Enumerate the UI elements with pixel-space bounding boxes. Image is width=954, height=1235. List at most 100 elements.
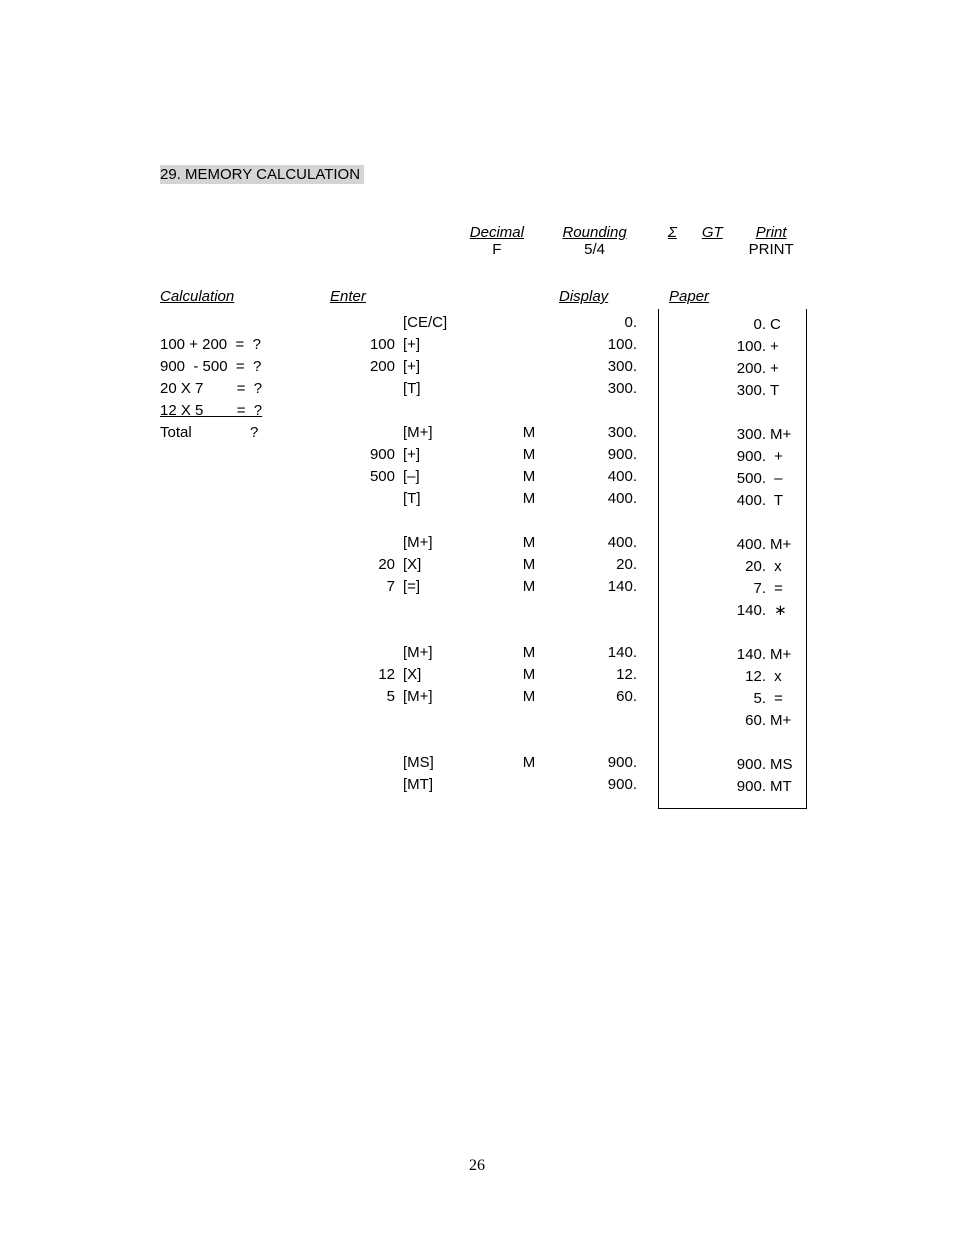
setting-decimal-label: Decimal [470, 224, 524, 241]
paper-line: 200.+ [659, 357, 806, 379]
display-cell: 60. [567, 688, 637, 705]
key-cell: [T] [403, 490, 491, 507]
paper-line: 400.M+ [659, 533, 806, 555]
paper-line: 140. ∗ [659, 599, 806, 621]
paper-line: 100.+ [659, 335, 806, 357]
paper-value: 900. [737, 448, 766, 465]
key-cell: [M+] [403, 644, 491, 661]
paper-symbol: + [766, 448, 800, 465]
paper-line: 0.C [659, 313, 806, 335]
display-cell: 300. [567, 380, 637, 397]
setting-decimal: Decimal F [458, 224, 536, 258]
enter-cell: 20 [305, 556, 403, 573]
paper-symbol: = [766, 580, 800, 597]
paper-symbol: M+ [766, 536, 800, 553]
setting-rounding-value: 5/4 [584, 241, 605, 258]
display-cell: 300. [567, 358, 637, 375]
setting-print-label: Print [756, 224, 787, 241]
paper-value: 900. [737, 756, 766, 773]
paper-value: 200. [737, 360, 766, 377]
paper-line: 900.MT [659, 775, 806, 797]
paper-value: 100. [737, 338, 766, 355]
header-calculation: Calculation [160, 288, 330, 305]
display-cell: 400. [567, 534, 637, 551]
setting-sigma-label: Σ [668, 224, 677, 241]
section-title: 29. MEMORY CALCULATION [160, 165, 364, 184]
paper-value: 20. [745, 558, 766, 575]
memory-indicator: M [491, 644, 567, 661]
display-cell: 900. [567, 446, 637, 463]
column-headers: Calculation Enter . Display Paper [160, 288, 799, 305]
paper-line: 900.MS [659, 753, 806, 775]
setting-gt: GT [695, 224, 729, 258]
display-cell: 300. [567, 424, 637, 441]
paper-line: 12. x [659, 665, 806, 687]
paper-value: 140. [737, 602, 766, 619]
display-cell: 12. [567, 666, 637, 683]
display-cell: 400. [567, 490, 637, 507]
paper-symbol: + [766, 338, 800, 355]
paper-value: 7. [753, 580, 766, 597]
paper-value: 900. [737, 778, 766, 795]
page: 29. MEMORY CALCULATION Decimal F Roundin… [0, 0, 954, 1235]
calc-cell: 100 + 200 = ? [160, 336, 305, 353]
paper-symbol: M+ [766, 426, 800, 443]
paper-value: 12. [745, 668, 766, 685]
setting-gt-label: GT [702, 224, 723, 241]
key-cell: [M+] [403, 424, 491, 441]
key-cell: [M+] [403, 534, 491, 551]
enter-cell: 200 [305, 358, 403, 375]
paper-value: 300. [737, 382, 766, 399]
key-cell: [MS] [403, 754, 491, 771]
paper-symbol: T [766, 382, 800, 399]
paper-symbol: T [766, 492, 800, 509]
memory-indicator: M [491, 424, 567, 441]
display-cell: 900. [567, 754, 637, 771]
page-number: 26 [0, 1157, 954, 1175]
paper-line: 300.T [659, 379, 806, 401]
paper-tape: 0.C100.+200.+300.T300.M+900. +500. –400.… [658, 309, 807, 809]
paper-line: 500. – [659, 467, 806, 489]
paper-symbol: + [766, 360, 800, 377]
setting-rounding-label: Rounding [562, 224, 626, 241]
key-cell: [+] [403, 358, 491, 375]
memory-indicator: M [491, 468, 567, 485]
header-paper: Paper [669, 288, 709, 305]
memory-indicator: M [491, 534, 567, 551]
key-cell: [+] [403, 336, 491, 353]
settings-row: Decimal F Rounding 5/4 Σ GT Print PRINT [160, 224, 799, 258]
key-cell: [T] [403, 380, 491, 397]
paper-symbol: = [766, 690, 800, 707]
display-cell: 0. [567, 314, 637, 331]
setting-decimal-value: F [492, 241, 501, 258]
enter-cell: 7 [305, 578, 403, 595]
header-display: Display [559, 288, 669, 305]
setting-print-value: PRINT [749, 241, 794, 258]
calc-cell: 900 - 500 = ? [160, 358, 305, 375]
display-cell: 20. [567, 556, 637, 573]
paper-value: 5. [753, 690, 766, 707]
paper-symbol: M+ [766, 712, 800, 729]
paper-symbol: C [766, 316, 800, 333]
display-cell: 900. [567, 776, 637, 793]
paper-line: 140.M+ [659, 643, 806, 665]
paper-symbol: M+ [766, 646, 800, 663]
memory-indicator: M [491, 446, 567, 463]
paper-line: 60.M+ [659, 709, 806, 731]
paper-symbol: MS [766, 756, 800, 773]
enter-cell: 12 [305, 666, 403, 683]
enter-cell: 5 [305, 688, 403, 705]
paper-line: 300.M+ [659, 423, 806, 445]
memory-indicator: M [491, 578, 567, 595]
calculation-grid: [CE/C]0.100 + 200 = ?100[+]100.900 - 500… [160, 311, 799, 795]
display-cell: 140. [567, 578, 637, 595]
setting-rounding: Rounding 5/4 [556, 224, 634, 258]
paper-line: 900. + [659, 445, 806, 467]
memory-indicator: M [491, 666, 567, 683]
display-cell: 400. [567, 468, 637, 485]
display-cell: 140. [567, 644, 637, 661]
paper-symbol: – [766, 470, 800, 487]
memory-indicator: M [491, 556, 567, 573]
paper-line: 7. = [659, 577, 806, 599]
key-cell: [+] [403, 446, 491, 463]
